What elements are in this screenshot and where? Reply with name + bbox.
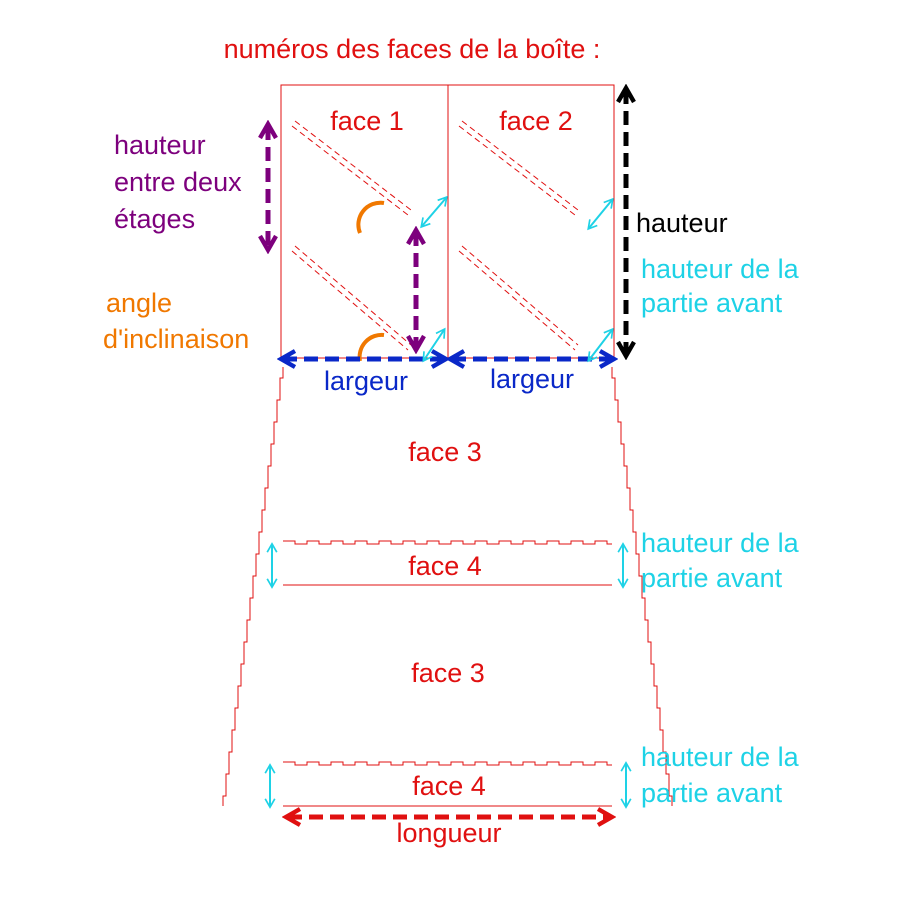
front-height-label-2-line-1: hauteur de la xyxy=(641,528,799,558)
angle-arc-upper xyxy=(356,200,385,234)
front-height-label-2-line-2: partie avant xyxy=(641,563,783,593)
right-finger-edge xyxy=(611,367,673,806)
face-1-label: face 1 xyxy=(330,106,404,136)
face-2-label: face 2 xyxy=(499,106,573,136)
length-label: longueur xyxy=(396,818,502,848)
front-height-label-line-2: partie avant xyxy=(641,288,783,318)
face-4-bottom-notch-edge xyxy=(283,761,612,766)
face-4-bottom-label: face 4 xyxy=(412,771,486,801)
angle-label-line-1: angle xyxy=(106,288,173,318)
width-label-left: largeur xyxy=(323,366,409,396)
front-height-label-line-1: hauteur de la xyxy=(641,254,799,284)
shelf-spacing-label-line-1: hauteur xyxy=(114,130,206,160)
width-label-right: largeur xyxy=(489,364,575,394)
front-height-arrows xyxy=(264,195,632,809)
shelf-slot-marks xyxy=(291,120,579,351)
angle-label-line-2: d'inclinaison xyxy=(103,324,250,354)
face-4-top-label: face 4 xyxy=(408,551,482,581)
front-height-label-3-line-1: hauteur de la xyxy=(641,742,799,772)
front-height-label-3-line-2: partie avant xyxy=(641,778,783,808)
height-label: hauteur xyxy=(636,208,728,238)
shelf-spacing-label-line-2: entre deux xyxy=(114,167,242,197)
face-3-top-label: face 3 xyxy=(408,437,482,467)
shelf-spacing-label-line-3: étages xyxy=(114,204,196,234)
diagram-title: numéros des faces de la boîte : xyxy=(223,34,601,64)
face-4-top-notch-edge xyxy=(283,540,612,545)
face-3-bottom-label: face 3 xyxy=(411,658,485,688)
left-finger-edge xyxy=(222,367,284,806)
faces-3-4-outline xyxy=(222,367,673,807)
